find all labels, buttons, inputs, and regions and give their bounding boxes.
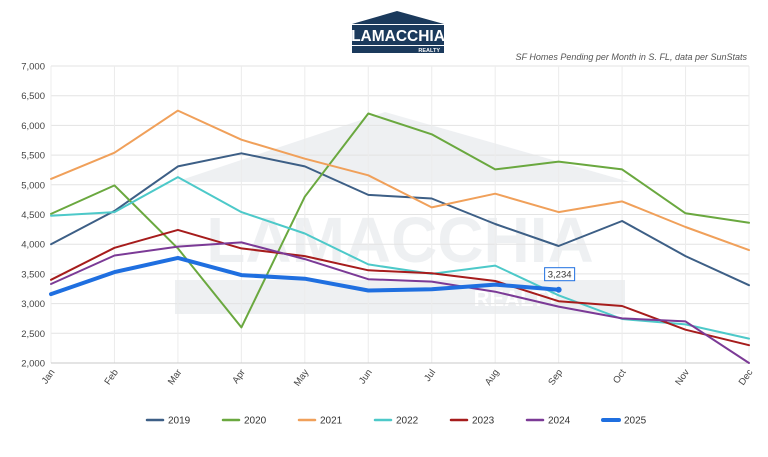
x-tick-label: Jul — [422, 367, 438, 383]
y-tick-label: 4,500 — [21, 210, 45, 221]
logo-name: LAMACCHIA — [351, 28, 445, 45]
watermark-name: LAMACCHIA — [206, 204, 594, 276]
x-tick-label: Nov — [673, 367, 692, 387]
legend-label-2022: 2022 — [396, 416, 419, 427]
y-tick-label: 2,000 — [21, 359, 45, 370]
x-tick-label: Mar — [166, 367, 184, 387]
x-tick-label: Aug — [483, 367, 502, 387]
annotation-box — [544, 267, 576, 282]
legend-label-2023: 2023 — [472, 416, 495, 427]
series-line-2020 — [50, 112, 750, 329]
logo-tagline: REALTY — [418, 48, 440, 54]
y-tick-label: 6,500 — [21, 91, 45, 102]
legend-label-2021: 2021 — [320, 416, 343, 427]
x-tick-label: Jun — [357, 367, 375, 386]
watermark: LAMACCHIA REALTY — [175, 112, 630, 314]
y-tick-label: 5,000 — [21, 180, 45, 191]
x-tick-label: Feb — [103, 367, 121, 387]
y-tick-label: 5,500 — [21, 151, 45, 162]
x-tick-label: Jan — [40, 367, 58, 386]
y-tick-label: 4,000 — [21, 240, 45, 251]
annotation-point — [555, 286, 562, 293]
company-logo: LAMACCHIA REALTY — [351, 11, 445, 54]
legend-label-2020: 2020 — [244, 416, 267, 427]
y-tick-label: 7,000 — [21, 62, 45, 73]
series-line-2023 — [50, 228, 750, 347]
legend: 2019 2020 2021 2022 2023 2024 2025 — [145, 416, 647, 427]
chart-subtitle: SF Homes Pending per Month in S. FL, dat… — [516, 52, 748, 62]
series-line-2019 — [50, 152, 750, 287]
x-tick-label: May — [292, 367, 311, 388]
legend-label-2025: 2025 — [624, 416, 647, 427]
series-line-2021 — [50, 109, 750, 252]
y-tick-label: 3,000 — [21, 299, 45, 310]
x-tick-label: Apr — [230, 367, 247, 385]
series-line-2024 — [50, 241, 750, 364]
legend-label-2024: 2024 — [548, 416, 571, 427]
series-lines — [49, 109, 750, 364]
x-tick-label: Oct — [611, 367, 629, 386]
x-tick-label: Dec — [737, 367, 756, 387]
annotations: 3,234 — [544, 267, 576, 293]
annotation-label: 3,234 — [548, 270, 572, 281]
logo-roof-icon — [352, 11, 444, 24]
x-tick-label: Sep — [546, 367, 565, 387]
y-tick-label: 3,500 — [21, 269, 45, 280]
legend-label-2019: 2019 — [168, 416, 191, 427]
y-tick-label: 2,500 — [21, 329, 45, 340]
y-tick-label: 6,000 — [21, 121, 45, 132]
series-line-2025 — [49, 255, 561, 297]
